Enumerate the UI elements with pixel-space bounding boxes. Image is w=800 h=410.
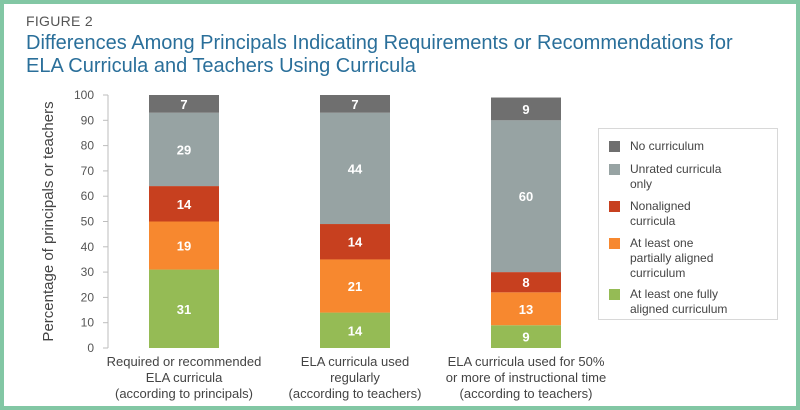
legend-swatch xyxy=(609,238,620,249)
legend-item: At least one partially aligned curriculum xyxy=(609,236,750,281)
chart-legend: No curriculum Unrated curricula only Nonali… xyxy=(598,128,778,320)
bar-segment xyxy=(320,112,390,225)
legend-item: Nonaligned curricula xyxy=(609,199,750,229)
bar-segment xyxy=(491,120,561,273)
y-tick-label: 80 xyxy=(81,139,95,153)
data-label: 44 xyxy=(348,161,363,176)
legend-label: At least one fully aligned curriculum xyxy=(630,287,750,317)
category-label: ELA curricula xyxy=(146,370,223,385)
data-label: 14 xyxy=(177,197,192,212)
y-tick-label: 10 xyxy=(81,316,95,330)
bar-segment xyxy=(149,186,219,222)
data-label: 31 xyxy=(177,302,191,317)
figure-label: FIGURE 2 xyxy=(26,13,93,29)
data-label: 14 xyxy=(348,323,363,338)
data-label: 14 xyxy=(348,235,363,250)
y-tick-label: 70 xyxy=(81,164,95,178)
legend-label: At least one partially aligned curriculum xyxy=(630,236,750,281)
bar-segment xyxy=(320,312,390,348)
y-tick-label: 50 xyxy=(81,215,95,229)
data-label: 29 xyxy=(177,142,191,157)
legend-label: Nonaligned curricula xyxy=(630,199,750,229)
bar-segment xyxy=(491,272,561,293)
bar-segment xyxy=(491,97,561,121)
legend-label-line: partially aligned xyxy=(630,251,714,265)
legend-swatch xyxy=(609,141,620,152)
legend-label-line: At least one xyxy=(630,236,694,250)
category-label: Required or recommended xyxy=(107,354,262,369)
y-axis-title: Percentage of principals or teachers xyxy=(40,101,57,341)
y-tick-label: 100 xyxy=(74,88,94,102)
data-label: 7 xyxy=(180,97,187,112)
legend-label-line: only xyxy=(630,177,653,191)
legend-label-line: No curriculum xyxy=(630,139,705,153)
bar-segment xyxy=(149,95,219,113)
y-tick-label: 60 xyxy=(81,189,95,203)
bar-segment xyxy=(491,292,561,326)
bar-segment xyxy=(320,224,390,260)
y-tick-label: 30 xyxy=(81,265,95,279)
y-tick-label: 40 xyxy=(81,240,95,254)
legend-label-line: aligned curriculum xyxy=(630,302,728,316)
category-label: ELA curricula used for 50% xyxy=(448,354,605,369)
data-label: 9 xyxy=(522,330,529,345)
legend-swatch xyxy=(609,289,620,300)
legend-item: At least one fully aligned curriculum xyxy=(609,287,750,317)
data-label: 8 xyxy=(522,275,529,290)
bar-segment xyxy=(320,95,390,113)
category-label: (according to teachers) xyxy=(289,386,422,401)
legend-item: Unrated curricula only xyxy=(609,162,750,192)
bar-segment xyxy=(149,112,219,187)
y-tick-label: 0 xyxy=(87,341,94,355)
category-label: or more of instructional time xyxy=(446,370,606,385)
category-label: (according to principals) xyxy=(115,386,253,401)
data-label: 9 xyxy=(522,102,529,117)
legend-label-line: curriculum xyxy=(630,266,686,280)
y-tick-label: 90 xyxy=(81,113,95,127)
category-label: (according to teachers) xyxy=(460,386,593,401)
legend-label: No curriculum xyxy=(630,139,750,154)
bar-segment xyxy=(491,325,561,348)
legend-swatch xyxy=(609,164,620,175)
legend-swatch xyxy=(609,201,620,212)
data-label: 19 xyxy=(177,239,191,254)
bar-segment xyxy=(149,221,219,270)
legend-item: No curriculum xyxy=(609,139,750,154)
data-label: 60 xyxy=(519,189,533,204)
chart-title: Differences Among Principals Indicating … xyxy=(26,32,733,77)
bar-segment xyxy=(320,259,390,313)
category-label: ELA curricula used xyxy=(301,354,409,369)
data-label: 13 xyxy=(519,302,533,317)
data-label: 7 xyxy=(351,97,358,112)
legend-label-line: At least one fully xyxy=(630,287,719,301)
category-label: regularly xyxy=(330,370,380,385)
legend-label-line: Unrated curricula xyxy=(630,162,722,176)
data-label: 21 xyxy=(348,279,362,294)
legend-label: Unrated curricula only xyxy=(630,162,750,192)
legend-label-line: curricula xyxy=(630,214,676,228)
legend-label-line: Nonaligned xyxy=(630,199,691,213)
bar-segment xyxy=(149,269,219,348)
y-tick-label: 20 xyxy=(81,290,95,304)
